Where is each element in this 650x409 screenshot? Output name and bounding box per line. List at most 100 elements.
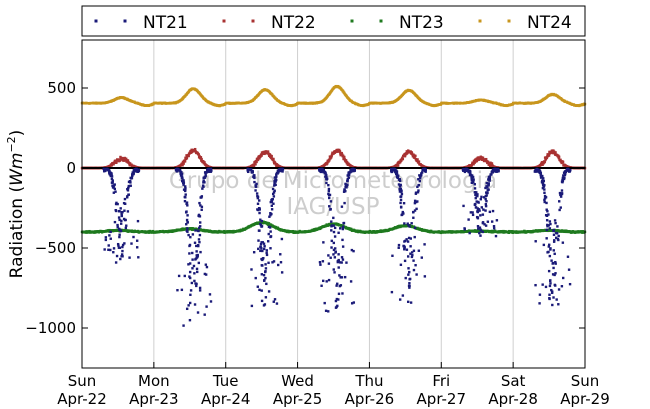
nt22-point xyxy=(193,147,197,151)
nt21-point xyxy=(409,245,412,248)
nt21-point xyxy=(257,247,260,251)
nt21-point xyxy=(255,192,259,195)
nt21-point xyxy=(332,216,335,220)
nt21-point xyxy=(200,208,203,211)
nt21-point xyxy=(267,232,270,236)
nt21-point xyxy=(413,199,417,203)
nt21-point xyxy=(327,183,330,187)
nt21-point xyxy=(280,168,283,171)
nt21-point xyxy=(124,218,127,222)
nt22-point xyxy=(561,160,565,164)
nt21-point xyxy=(114,261,118,264)
nt21-point xyxy=(414,200,418,204)
nt21-point xyxy=(416,191,420,194)
nt21-point xyxy=(186,204,189,207)
nt22-point xyxy=(124,157,128,161)
nt21-point xyxy=(260,289,263,292)
nt21-point xyxy=(406,255,410,258)
nt21-point xyxy=(349,169,352,172)
nt21-point xyxy=(254,185,258,188)
nt21-point xyxy=(264,270,267,273)
nt21-point xyxy=(205,265,209,269)
nt21-point xyxy=(263,278,266,282)
nt21-point xyxy=(343,275,347,279)
nt21-point xyxy=(183,274,186,278)
nt21-point xyxy=(328,193,332,197)
nt21-point xyxy=(114,190,117,193)
nt21-point xyxy=(191,267,194,270)
nt22-point xyxy=(123,159,127,162)
nt21-point xyxy=(184,193,187,196)
nt21-point xyxy=(412,268,416,272)
nt22-point xyxy=(121,157,125,160)
nt21-point xyxy=(131,171,134,174)
series-layer xyxy=(80,84,587,327)
nt21-point xyxy=(255,182,258,186)
nt21-point xyxy=(132,172,135,176)
nt21-point xyxy=(135,246,139,249)
nt21-point xyxy=(423,243,426,246)
nt22-point xyxy=(200,157,203,161)
nt21-point xyxy=(203,313,206,316)
nt21-point xyxy=(188,276,192,280)
nt21-point xyxy=(111,184,114,187)
nt21-point xyxy=(271,261,274,264)
nt21-point xyxy=(118,218,121,222)
nt22-point xyxy=(399,160,402,164)
nt21-point xyxy=(272,191,276,194)
nt22-point xyxy=(338,150,342,153)
nt21-point xyxy=(413,209,417,212)
nt21-point xyxy=(136,168,139,171)
nt21-point xyxy=(338,227,342,230)
nt21-point xyxy=(127,193,130,196)
nt21-point xyxy=(110,177,114,181)
nt21-point xyxy=(120,212,123,215)
nt21-point xyxy=(253,180,256,184)
nt21-point xyxy=(190,281,194,285)
nt21-point xyxy=(209,170,213,173)
nt21-point xyxy=(118,233,121,236)
nt21-point xyxy=(397,183,401,186)
nt22-point xyxy=(559,158,562,162)
nt21-point xyxy=(198,201,201,205)
nt21-point xyxy=(337,253,340,256)
nt21-point xyxy=(330,220,333,223)
nt21-point xyxy=(325,280,328,283)
nt22-point xyxy=(272,157,275,161)
nt21-point xyxy=(195,282,198,286)
nt21-point xyxy=(320,284,323,287)
nt21-point xyxy=(341,227,345,231)
nt21-point xyxy=(330,224,334,227)
nt22-point xyxy=(416,158,419,161)
nt21-point xyxy=(259,218,262,221)
nt21-point xyxy=(343,188,346,191)
nt21-point xyxy=(187,304,190,307)
nt21-point xyxy=(322,170,325,173)
nt21-point xyxy=(120,213,123,217)
nt21-point xyxy=(112,247,116,250)
nt21-point xyxy=(264,276,267,280)
nt21-point xyxy=(104,238,108,242)
nt21-point xyxy=(269,247,272,250)
nt21-point xyxy=(418,179,422,183)
nt21-point xyxy=(319,170,322,173)
nt21-point xyxy=(346,174,349,177)
nt21-point xyxy=(262,256,265,260)
nt21-point xyxy=(246,170,250,174)
nt21-point xyxy=(410,255,414,259)
nt21-point xyxy=(176,288,179,292)
nt21-point xyxy=(250,304,254,308)
nt21-point xyxy=(409,237,412,240)
nt21-point xyxy=(410,222,413,225)
nt21-point xyxy=(197,229,200,233)
nt22-point xyxy=(126,159,130,162)
nt21-point xyxy=(198,233,202,237)
nt21-point xyxy=(417,184,421,187)
nt21-point xyxy=(256,202,260,205)
nt21-point xyxy=(198,215,202,218)
nt21-point xyxy=(327,189,331,193)
nt21-point xyxy=(268,215,271,218)
nt21-point xyxy=(254,276,257,280)
nt22-point xyxy=(182,162,185,165)
nt21-point xyxy=(197,244,200,248)
